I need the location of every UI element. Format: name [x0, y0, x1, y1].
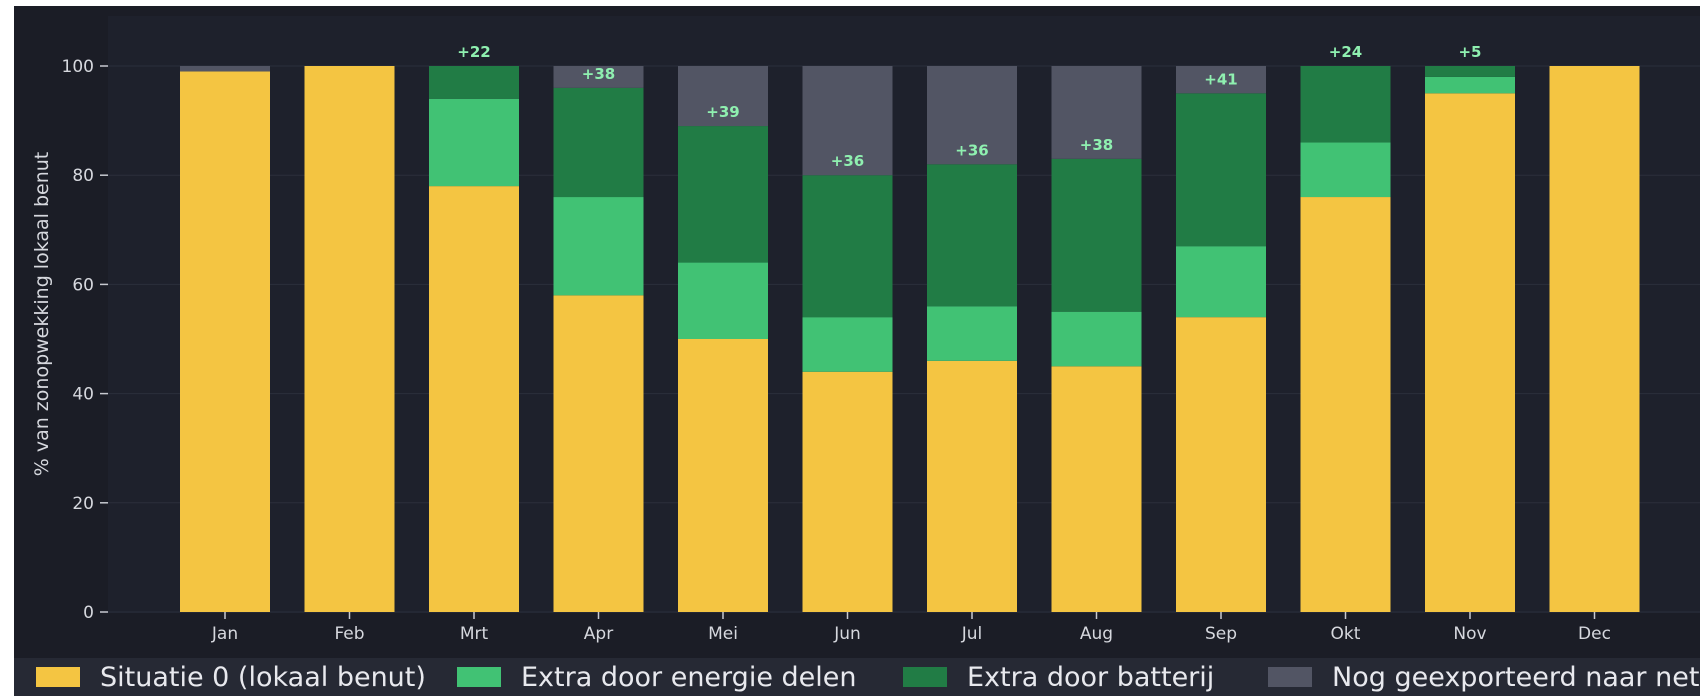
legend-label-batterij: Extra door batterij	[967, 661, 1215, 693]
bar-segment-nov-series-1	[1425, 76, 1515, 94]
bar-data-label-sep: +41	[1204, 70, 1237, 88]
legend-swatch-situatie-0	[36, 667, 80, 687]
x-tick-label-apr: Apr	[584, 624, 613, 644]
bar-segment-apr-series-1	[553, 197, 644, 296]
bar-segment-okt-series-2	[1300, 66, 1391, 143]
bar-segment-apr-series-2	[553, 87, 644, 198]
x-tick-label-aug: Aug	[1080, 624, 1113, 644]
bar-segment-aug-series-3	[1051, 66, 1142, 159]
bar-segment-apr-series-0	[553, 295, 644, 612]
y-tick-label: 0	[83, 603, 94, 623]
legend-item-geexporteerd: Nog geexporteerd naar net	[1268, 658, 1699, 696]
y-tick-label: 40	[72, 385, 94, 405]
y-tick-label: 100	[62, 57, 94, 77]
bar-segment-jun-series-0	[802, 371, 893, 612]
bar-segment-mrt-series-2	[429, 66, 519, 99]
bar-segment-jun-series-2	[802, 175, 893, 318]
bar-segment-jul-series-3	[927, 66, 1017, 165]
bar-segment-dec-series-0	[1549, 66, 1640, 612]
y-tick-label: 20	[72, 494, 94, 514]
bar-segment-mei-series-2	[678, 126, 768, 263]
bar-segment-sep-series-1	[1176, 246, 1266, 318]
bar-data-label-jun: +36	[831, 152, 864, 170]
legend-item-batterij: Extra door batterij	[903, 658, 1214, 696]
legend-swatch-energie-delen	[457, 667, 501, 687]
bar-segment-mei-series-1	[678, 262, 768, 339]
legend-label-geexporteerd: Nog geexporteerd naar net	[1332, 661, 1700, 693]
legend-label-situatie-0: Situatie 0 (lokaal benut)	[100, 661, 426, 693]
bar-data-label-apr: +38	[582, 65, 615, 83]
bar-segment-jan-series-0	[180, 71, 270, 612]
legend: Situatie 0 (lokaal benut) Extra door ene…	[14, 658, 1700, 696]
legend-item-energie-delen: Extra door energie delen	[457, 658, 856, 696]
x-tick-label-jul: Jul	[961, 624, 983, 644]
bar-segment-jun-series-3	[802, 66, 893, 176]
bar-segment-sep-series-0	[1176, 317, 1266, 612]
legend-item-situatie-0: Situatie 0 (lokaal benut)	[36, 658, 426, 696]
x-tick-label-dec: Dec	[1578, 624, 1611, 644]
bar-segment-jun-series-1	[802, 317, 893, 372]
y-tick-label: 60	[72, 275, 94, 295]
bar-segment-apr-series-3	[553, 66, 644, 88]
legend-swatch-batterij	[903, 667, 947, 687]
bar-segment-nov-series-2	[1425, 66, 1515, 77]
bar-data-label-okt: +24	[1329, 43, 1362, 61]
bar-data-label-mei: +39	[706, 103, 739, 121]
y-tick-label: 80	[72, 166, 94, 186]
bar-data-label-nov: +5	[1458, 43, 1481, 61]
bar-segment-nov-series-0	[1425, 93, 1515, 613]
bar-segment-aug-series-0	[1051, 366, 1142, 612]
legend-label-energie-delen: Extra door energie delen	[521, 661, 857, 693]
bar-segment-feb-series-0	[304, 66, 395, 612]
bar-segment-jul-series-1	[927, 306, 1017, 361]
bar-segment-mrt-series-0	[429, 186, 519, 612]
bars	[180, 66, 1640, 613]
x-tick-label-okt: Okt	[1331, 624, 1361, 644]
bar-segment-jul-series-2	[927, 164, 1017, 307]
x-tick-label-feb: Feb	[334, 624, 364, 644]
x-tick-label-jun: Jun	[833, 624, 861, 644]
legend-swatch-geexporteerd	[1268, 667, 1312, 687]
bar-segment-mei-series-3	[678, 66, 768, 127]
x-tick-label-mrt: Mrt	[460, 624, 489, 644]
y-axis: 0 20 40 60 80 100	[62, 57, 108, 623]
x-tick-label-jan: Jan	[211, 624, 238, 644]
bar-segment-sep-series-2	[1176, 93, 1266, 247]
bar-data-label-aug: +38	[1080, 136, 1113, 154]
bar-segment-jan-series-3	[180, 66, 270, 72]
bar-segment-aug-series-1	[1051, 311, 1142, 367]
x-tick-label-mei: Mei	[708, 624, 738, 644]
y-axis-title: % van zonopwekking lokaal benut	[31, 152, 53, 477]
bar-segment-mrt-series-1	[429, 98, 519, 187]
bar-segment-jul-series-0	[927, 360, 1017, 612]
x-axis: Jan Feb Mrt Apr Mei Jun Jul Aug Sep Okt Nov Dec	[211, 612, 1611, 644]
bar-segment-mei-series-0	[678, 339, 768, 612]
bar-segment-okt-series-0	[1300, 197, 1391, 613]
bar-segment-aug-series-2	[1051, 158, 1142, 312]
bar-segment-okt-series-1	[1300, 142, 1391, 198]
x-tick-label-sep: Sep	[1205, 624, 1237, 644]
bar-data-label-jul: +36	[955, 141, 988, 159]
bar-data-label-mrt: +22	[457, 43, 490, 61]
bar-labels: +22 +38 +39 +36 +36 +38 +41 +24 +5	[457, 43, 1481, 170]
x-tick-label-nov: Nov	[1453, 624, 1486, 644]
bar-segment-sep-series-3	[1176, 66, 1266, 94]
